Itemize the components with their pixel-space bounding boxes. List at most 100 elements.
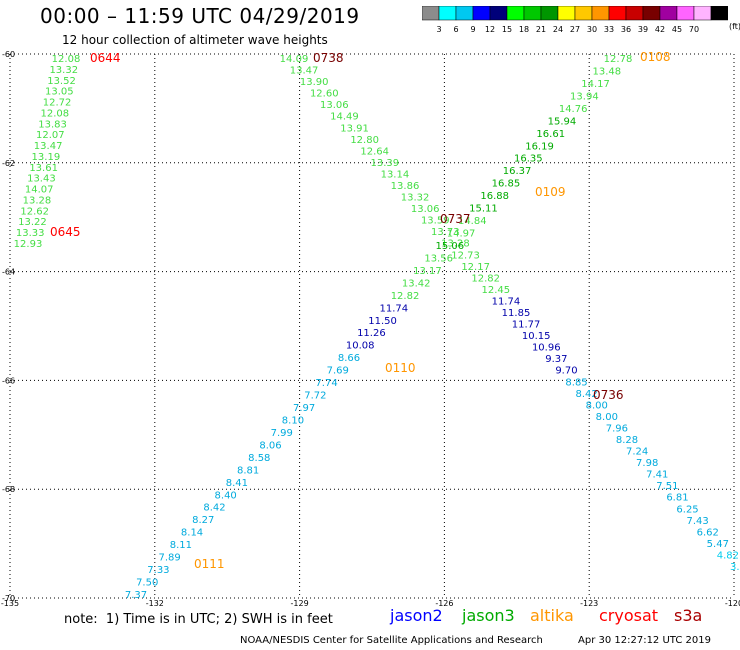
wave-height-value: 13.56 xyxy=(424,253,453,264)
pass-time-label: 0111 xyxy=(194,557,225,571)
wave-height-value: 12.08 xyxy=(52,54,81,65)
lon-tick-label: -126 xyxy=(435,599,453,606)
wave-height-value: 8.40 xyxy=(215,490,237,501)
wave-height-value: 13.39 xyxy=(370,158,399,169)
wave-height-value: 13.42 xyxy=(402,278,431,289)
wave-height-value: 8.06 xyxy=(259,440,281,451)
lat-tick-label: -64 xyxy=(2,268,15,277)
wave-height-value: 7.89 xyxy=(158,553,180,564)
wave-height-value: 13.14 xyxy=(381,169,410,180)
sat-jason2: jason2 xyxy=(390,606,443,625)
wave-height-value: 8.14 xyxy=(181,528,203,539)
wave-height-value: 6.81 xyxy=(666,493,688,504)
wave-height-value: 14.17 xyxy=(581,79,610,90)
map-subtitle: 12 hour collection of altimeter wave hei… xyxy=(62,33,328,47)
wave-height-value: 13.86 xyxy=(391,181,420,192)
wave-height-value: 11.77 xyxy=(512,320,541,331)
wave-height-value: 13.94 xyxy=(570,91,599,102)
wave-height-value: 7.24 xyxy=(626,447,648,458)
wave-height-value: 8.58 xyxy=(248,453,270,464)
wave-height-value: 14.76 xyxy=(559,104,588,115)
legend-tick: 70 xyxy=(689,25,699,34)
pass-time-label: 0109 xyxy=(535,185,566,199)
wave-height-value: 12.82 xyxy=(471,273,500,284)
wave-height-value: 12.82 xyxy=(391,291,420,302)
wave-height-value: 10.08 xyxy=(346,341,375,352)
wave-height-value: 11.74 xyxy=(492,296,521,307)
wave-height-value: 13.47 xyxy=(34,141,63,152)
wave-height-value: 11.26 xyxy=(357,328,386,339)
wave-height-value: 12.60 xyxy=(310,89,339,100)
wave-height-value: 12.78 xyxy=(604,54,633,65)
wave-height-value: 7.99 xyxy=(271,428,293,439)
wave-height-value: 12.08 xyxy=(41,108,70,119)
wave-height-value: 13.90 xyxy=(300,77,329,88)
lon-tick-label: -120 xyxy=(725,599,740,606)
wave-height-value: 16.19 xyxy=(525,141,554,152)
wave-height-value: 7.74 xyxy=(315,378,337,389)
wave-height-value: 8.42 xyxy=(576,389,598,400)
legend-tick: 12 xyxy=(485,25,495,34)
wave-height-value: 8.11 xyxy=(170,540,192,551)
wave-height-value: 13.05 xyxy=(45,87,74,98)
generated-timestamp: Apr 30 12:27:12 UTC 2019 xyxy=(578,635,711,646)
wave-height-value: 13.19 xyxy=(32,152,61,163)
legend-tick: 24 xyxy=(553,25,563,34)
legend-tick: 9 xyxy=(470,25,475,34)
wave-height-value: 8.41 xyxy=(226,478,248,489)
wave-height-value: 11.85 xyxy=(502,308,531,319)
pass-time-label: 0108 xyxy=(640,50,671,64)
wave-height-value: 13.61 xyxy=(29,163,58,174)
wave-height-value: 13.91 xyxy=(340,123,369,134)
wave-height-value: 8.27 xyxy=(192,515,214,526)
lat-tick-label: -60 xyxy=(2,50,15,59)
wave-height-value: 3.8 xyxy=(730,562,740,573)
wave-height-value: 12.07 xyxy=(36,130,65,141)
wave-height-value: 6.25 xyxy=(676,504,698,515)
credit-line: NOAA/NESDIS Center for Satellite Applica… xyxy=(240,635,543,646)
wave-height-value: 13.06 xyxy=(320,100,349,111)
wave-height-value: 7.37 xyxy=(125,590,147,601)
wave-height-value: 13.47 xyxy=(290,66,319,77)
legend-tick: 39 xyxy=(638,25,648,34)
wave-height-value: 14.09 xyxy=(280,54,309,65)
wave-height-value: 7.97 xyxy=(293,403,315,414)
wave-height-value: 7.98 xyxy=(636,458,658,469)
wave-height-value: 4.82 xyxy=(717,550,739,561)
wave-height-value: 9.37 xyxy=(545,354,567,365)
legend-tick: 45 xyxy=(672,25,682,34)
wave-height-value: 13.32 xyxy=(49,65,78,76)
wave-height-value: 12.17 xyxy=(461,262,490,273)
wave-height-value: 13.28 xyxy=(441,239,470,250)
pass-time-label: 0736 xyxy=(593,388,624,402)
wave-height-value: 16.61 xyxy=(536,129,565,140)
sat-s3a: s3a xyxy=(674,606,703,625)
pass-time-label: 0645 xyxy=(50,225,81,239)
wave-height-value: 16.88 xyxy=(480,191,509,202)
legend-tick: 42 xyxy=(655,25,665,34)
pass-time-label: 0738 xyxy=(313,51,344,65)
wave-height-value: 13.22 xyxy=(18,217,47,228)
wave-height-value: 13.32 xyxy=(401,193,430,204)
wave-height-value: 14.84 xyxy=(458,216,487,227)
wave-height-value: 15.11 xyxy=(469,204,498,215)
wave-height-value: 12.80 xyxy=(350,135,379,146)
wave-height-value: 13.43 xyxy=(27,174,56,185)
lon-tick-label: -123 xyxy=(580,599,598,606)
wave-height-value: 8.00 xyxy=(586,400,608,411)
wave-height-value: 5.47 xyxy=(707,539,729,550)
legend-tick: 18 xyxy=(519,25,529,34)
wave-height-value: 12.64 xyxy=(360,146,389,157)
lon-tick-label: -132 xyxy=(146,599,164,606)
wave-height-value: 13.48 xyxy=(592,66,621,77)
wave-height-value: 12.62 xyxy=(20,206,49,217)
legend-tick: 6 xyxy=(453,25,458,34)
sat-jason3: jason3 xyxy=(462,606,515,625)
wave-height-value: 8.81 xyxy=(237,465,259,476)
wave-height-value: 11.50 xyxy=(368,316,397,327)
wave-height-value: 7.50 xyxy=(136,578,158,589)
wave-height-value: 14.07 xyxy=(25,185,54,196)
legend-tick: 33 xyxy=(604,25,614,34)
lon-tick-label: -135 xyxy=(1,599,19,606)
sat-cryosat: cryosat xyxy=(599,606,659,625)
